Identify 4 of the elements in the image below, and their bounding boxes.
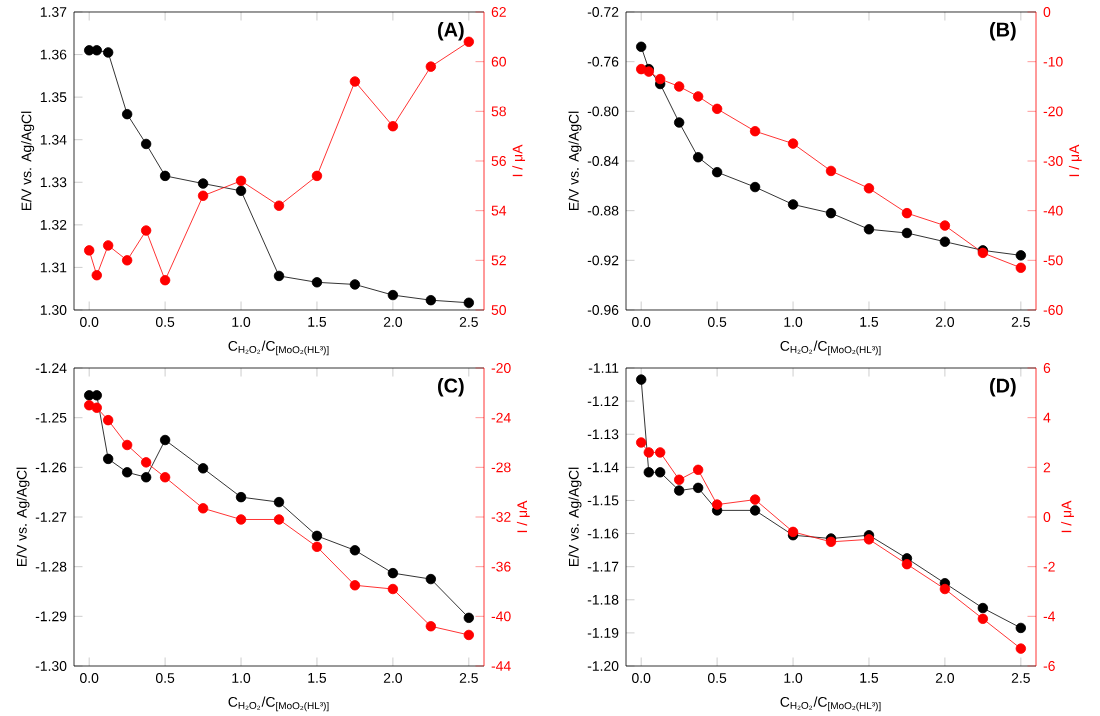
chart-title: (A) xyxy=(438,21,464,41)
chart-title: (D) xyxy=(990,378,1016,397)
chart-title: (B) xyxy=(990,21,1016,41)
chart-title: (C) xyxy=(438,378,464,397)
